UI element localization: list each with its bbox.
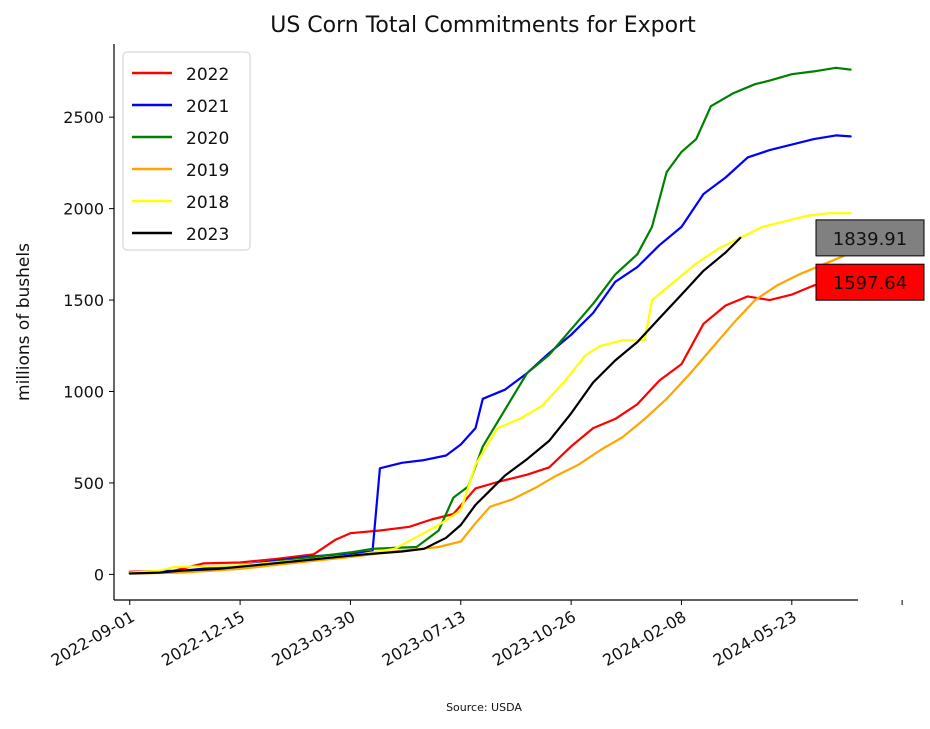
legend-label-2019: 2019	[186, 161, 229, 181]
legend-label-2018: 2018	[186, 193, 229, 213]
x-tick-label: 2023-07-13	[379, 607, 469, 670]
x-tick-label: 2023-10-26	[489, 607, 579, 670]
y-axis-label: millions of bushels	[14, 243, 34, 401]
series-layer	[128, 66, 852, 575]
y-tick-label: 1000	[63, 383, 104, 402]
x-tick-label: 2023-03-30	[268, 607, 358, 670]
chart-title: US Corn Total Commitments for Export	[270, 13, 696, 38]
value-badge-label: 1597.64	[833, 273, 907, 294]
series-line-2018	[128, 212, 852, 574]
value-badge-1839.91	[815, 219, 925, 257]
x-tick-label: 2024-05-23	[710, 607, 800, 670]
x-tick-label: 2024-02-08	[599, 607, 689, 670]
y-tick-label: 1500	[63, 291, 104, 310]
value-badges: 1839.91 1597.64	[815, 219, 925, 301]
legend-label-2023: 2023	[186, 225, 229, 245]
y-tick-label: 0	[94, 565, 104, 584]
y-tick-label: 2500	[63, 108, 104, 127]
series-line-2022	[128, 281, 838, 573]
y-tick-label: 2000	[63, 200, 104, 219]
series-line-2020	[128, 66, 852, 574]
x-tick-label: 2022-09-01	[48, 607, 138, 670]
series-line-2023	[128, 236, 742, 575]
source-note: Source: USDA	[446, 701, 522, 714]
value-badge-1597.64	[815, 263, 925, 301]
legend-label-2022: 2022	[186, 65, 229, 85]
series-line-2019	[128, 251, 852, 575]
legend-label-2021: 2021	[186, 97, 229, 117]
legend: 2022 2021 2020 2019 2018 2023	[122, 51, 251, 251]
legend-label-2020: 2020	[186, 129, 229, 149]
y-tick-label: 500	[73, 474, 104, 493]
value-badge-label: 1839.91	[833, 229, 907, 250]
x-tick-label: 2022-12-15	[158, 607, 248, 670]
